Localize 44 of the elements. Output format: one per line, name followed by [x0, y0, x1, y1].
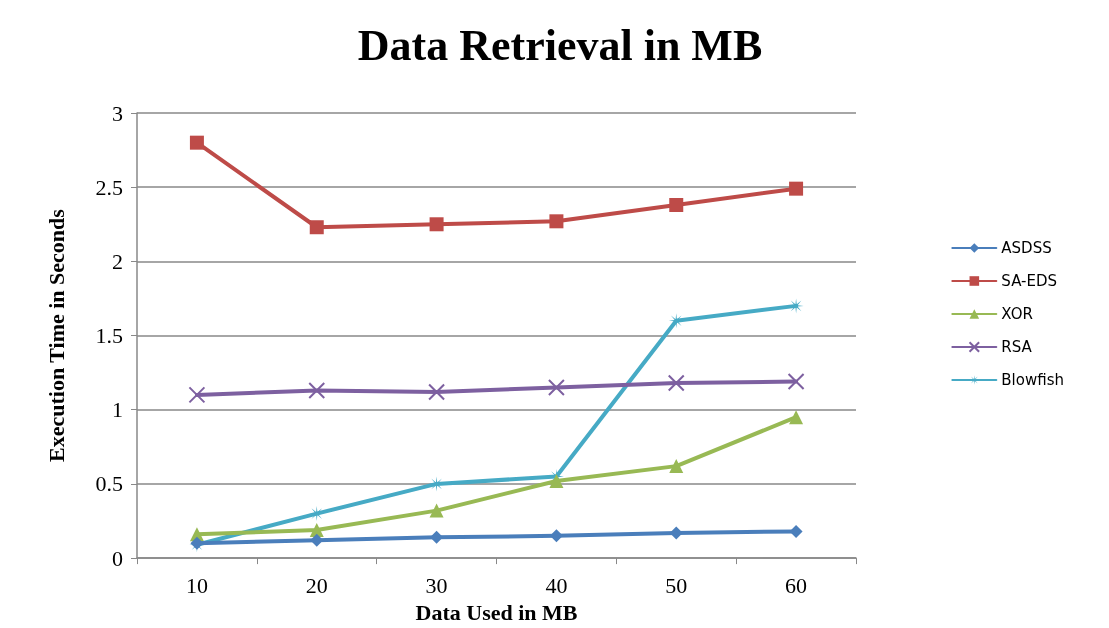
point	[669, 526, 683, 540]
x-tick-label: 60	[785, 572, 808, 598]
y-axis-title: Execution Time in Seconds	[43, 208, 69, 462]
point	[430, 530, 444, 544]
point	[547, 378, 565, 396]
point	[787, 373, 805, 391]
point	[188, 386, 206, 404]
chart-title: Data Retrieval in MB	[357, 20, 763, 70]
x-tick-label: 10	[185, 572, 208, 598]
point	[308, 381, 326, 399]
legend-label: XOR	[1001, 305, 1033, 323]
point	[549, 473, 564, 488]
point	[789, 524, 803, 538]
y-tick-label: 3	[112, 100, 123, 126]
legend-label: RSA	[1001, 338, 1033, 356]
x-tick-label: 40	[545, 572, 568, 598]
point	[429, 503, 444, 518]
x-tick-label: 50	[665, 572, 688, 598]
legend-label: ASDSS	[1001, 239, 1052, 257]
point	[549, 529, 563, 543]
point	[309, 220, 324, 235]
y-tick-label: 1	[112, 397, 123, 423]
x-tick-label: 30	[425, 572, 448, 598]
point	[310, 533, 324, 547]
point	[668, 313, 684, 329]
y-tick-label: 0	[112, 545, 123, 571]
x-axis-title: Data Used in MB	[415, 599, 578, 625]
y-tick-label: 2.5	[95, 174, 123, 200]
point	[189, 135, 204, 150]
point	[429, 217, 444, 232]
point	[428, 383, 446, 401]
point	[669, 459, 684, 474]
point	[789, 410, 804, 425]
point	[789, 181, 804, 196]
point	[667, 374, 685, 392]
x-tick-label: 20	[305, 572, 328, 598]
point	[549, 214, 564, 229]
point	[669, 197, 684, 212]
y-tick-label: 0.5	[95, 471, 123, 497]
y-tick-label: 2	[112, 248, 123, 274]
legend-label: SA-EDS	[1001, 272, 1058, 290]
legend-label: Blowfish	[1001, 371, 1065, 389]
y-tick-label: 1.5	[95, 323, 123, 349]
point	[309, 522, 324, 537]
